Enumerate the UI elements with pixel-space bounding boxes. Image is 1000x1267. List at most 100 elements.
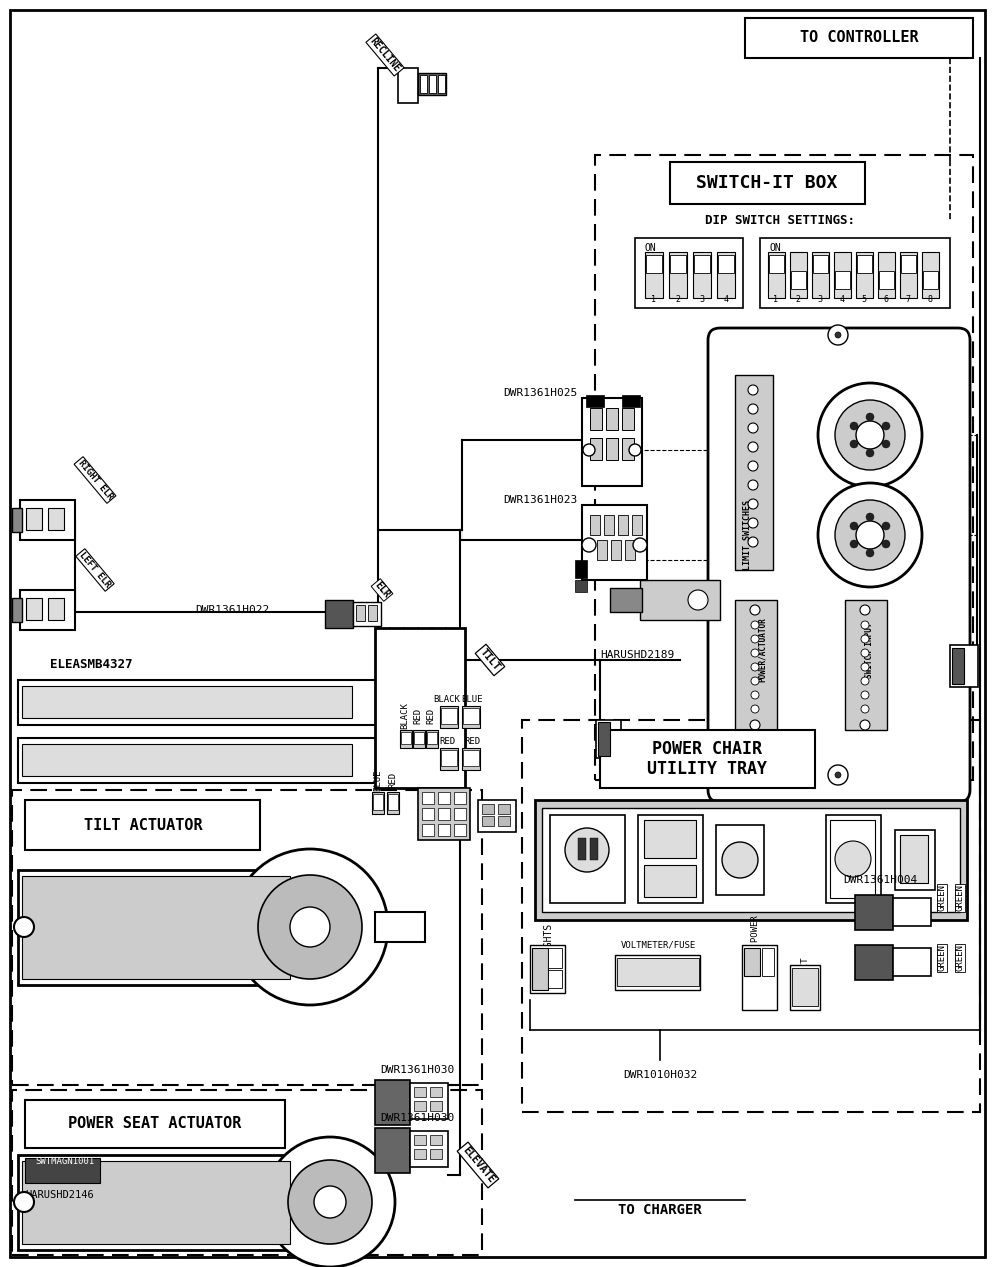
Text: DWR1361H030: DWR1361H030 — [380, 1112, 454, 1123]
Bar — [18, 737, 376, 783]
Circle shape — [866, 549, 874, 557]
Circle shape — [751, 649, 759, 658]
Bar — [791, 271, 806, 289]
Text: 2: 2 — [796, 295, 800, 304]
Bar — [438, 808, 450, 820]
Bar — [440, 706, 458, 729]
Bar — [482, 816, 494, 826]
Bar — [22, 1161, 290, 1244]
Text: DWR1010H032: DWR1010H032 — [623, 1071, 697, 1079]
Bar — [325, 601, 353, 628]
Circle shape — [850, 422, 858, 430]
Bar — [617, 958, 699, 986]
Bar — [441, 750, 457, 767]
Bar — [694, 255, 710, 272]
Bar — [48, 598, 64, 620]
Bar — [582, 398, 642, 487]
Text: 4: 4 — [724, 295, 728, 304]
Bar — [760, 238, 950, 308]
Bar — [430, 1135, 442, 1145]
Bar — [414, 1135, 426, 1145]
Bar — [454, 792, 466, 805]
Bar — [879, 271, 894, 289]
Circle shape — [856, 521, 884, 549]
Bar — [742, 945, 777, 1010]
Circle shape — [882, 440, 890, 449]
Bar — [430, 1149, 442, 1159]
Bar — [400, 730, 412, 748]
Bar — [735, 601, 777, 730]
Bar — [375, 912, 425, 941]
Bar — [744, 948, 760, 976]
Text: DIP SWITCH SETTINGS:: DIP SWITCH SETTINGS: — [705, 214, 855, 227]
Bar — [375, 628, 465, 788]
Text: RIGHT ELR: RIGHT ELR — [76, 459, 114, 502]
Bar — [410, 1131, 448, 1167]
Bar — [670, 255, 686, 272]
Bar — [532, 948, 548, 990]
Bar — [611, 540, 621, 560]
Circle shape — [748, 423, 758, 433]
Text: LIMIT SWITCHES: LIMIT SWITCHES — [744, 500, 753, 570]
Bar — [12, 508, 22, 532]
Circle shape — [835, 841, 871, 877]
Bar — [25, 1158, 100, 1183]
Bar — [813, 255, 828, 272]
Bar — [462, 748, 480, 770]
Bar — [414, 1101, 426, 1111]
Circle shape — [835, 400, 905, 470]
Bar — [20, 590, 75, 630]
Circle shape — [856, 421, 884, 449]
Text: 1: 1 — [652, 295, 656, 304]
Bar — [586, 395, 604, 407]
Bar — [422, 792, 434, 805]
Text: ELEVATE: ELEVATE — [460, 1145, 496, 1185]
Bar — [430, 1101, 442, 1111]
Circle shape — [582, 538, 596, 552]
Bar — [790, 965, 820, 1010]
Circle shape — [835, 772, 841, 778]
Circle shape — [861, 635, 869, 642]
Circle shape — [748, 404, 758, 414]
Bar — [590, 514, 600, 535]
Circle shape — [882, 540, 890, 549]
Bar — [826, 815, 881, 903]
Bar — [693, 252, 711, 298]
Bar — [900, 835, 928, 883]
Bar — [18, 1156, 313, 1251]
Bar — [410, 1083, 448, 1119]
Bar — [22, 875, 290, 979]
Bar — [375, 1128, 410, 1173]
Bar — [387, 792, 399, 813]
Text: ON: ON — [644, 243, 656, 253]
Circle shape — [14, 917, 34, 938]
Bar — [895, 830, 935, 889]
Bar — [606, 438, 618, 460]
Circle shape — [751, 635, 759, 642]
Circle shape — [748, 480, 758, 490]
Text: GREEN: GREEN — [956, 884, 964, 911]
Text: 6: 6 — [884, 295, 889, 304]
Bar — [618, 514, 628, 535]
Bar — [25, 1100, 285, 1148]
Circle shape — [882, 522, 890, 530]
Bar — [922, 252, 939, 298]
Circle shape — [288, 1161, 372, 1244]
Bar — [22, 744, 352, 775]
Bar — [482, 805, 494, 813]
Bar — [606, 408, 618, 430]
Bar — [575, 560, 587, 578]
Bar — [430, 1087, 442, 1097]
Circle shape — [866, 413, 874, 421]
Bar — [427, 732, 437, 744]
Bar — [598, 722, 610, 756]
Circle shape — [748, 537, 758, 547]
Bar — [769, 255, 784, 272]
Text: 2: 2 — [676, 295, 680, 304]
Bar — [582, 506, 647, 580]
Bar — [441, 708, 457, 723]
Text: RED: RED — [464, 737, 480, 746]
Text: GREEN: GREEN — [956, 945, 964, 972]
Circle shape — [751, 677, 759, 685]
Text: 3: 3 — [818, 295, 822, 304]
